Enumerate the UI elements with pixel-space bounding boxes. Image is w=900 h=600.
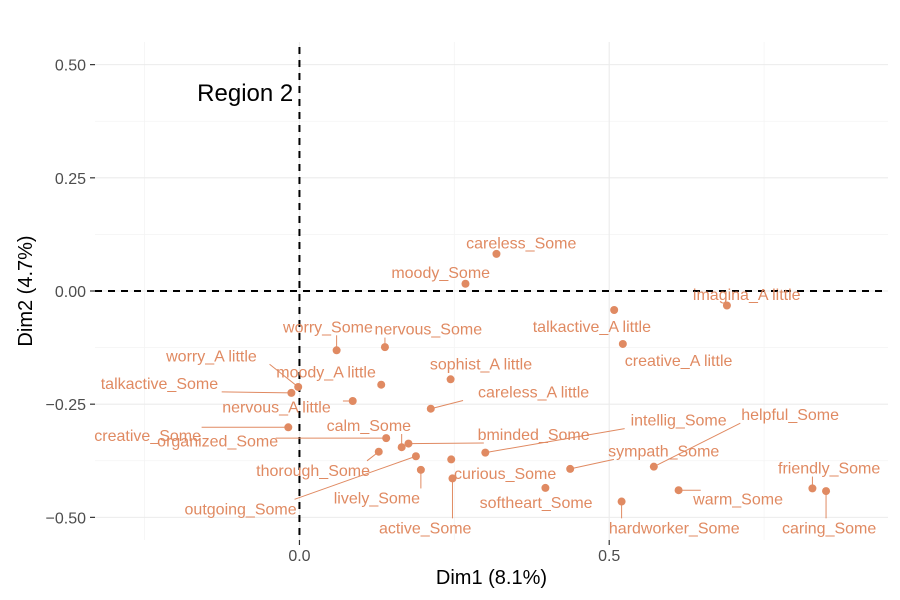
data-point [617, 497, 626, 506]
point-label: outgoing_Some [185, 501, 297, 518]
point-label: bminded_Some [478, 427, 590, 444]
data-point [332, 346, 341, 355]
point-label: nervous_A little [222, 399, 331, 416]
label-leader-line [430, 400, 464, 410]
label-leader-line [653, 422, 741, 468]
data-point [481, 448, 490, 457]
point-label: worry_Some [282, 319, 373, 336]
data-point [446, 375, 455, 384]
point-label: sophist_A little [430, 356, 532, 373]
data-point [461, 279, 470, 288]
point-label: curious_Some [454, 466, 556, 483]
point-label: imagina_A little [693, 287, 801, 304]
data-point [808, 484, 817, 493]
label-leader-lines [201, 335, 827, 519]
data-point [822, 487, 831, 496]
label-leader-line [221, 391, 292, 394]
point-label: creative_Some [94, 428, 201, 445]
data-point [380, 343, 389, 352]
data-point [411, 452, 420, 461]
data-labels: careless_Some moody_Some imagina_A little t… [94, 236, 880, 538]
data-points [284, 249, 831, 506]
data-point [416, 465, 425, 474]
point-label: lively_Some [334, 490, 420, 507]
point-label: moody_Some [391, 265, 490, 282]
label-leader-line [269, 363, 299, 388]
data-point [649, 462, 658, 471]
data-point [348, 397, 357, 406]
point-label: active_Some [379, 520, 472, 537]
data-point [447, 455, 456, 464]
data-point [294, 382, 303, 391]
x-tick-label: 0.0 [288, 548, 310, 565]
point-label: caring_Some [782, 520, 876, 537]
point-label: talkactive_Some [101, 376, 218, 393]
point-label: intellig_Some [631, 413, 727, 430]
point-label: nervous_Some [374, 322, 482, 339]
data-point [382, 434, 391, 443]
data-point [284, 423, 293, 432]
point-label: warm_Some [692, 491, 783, 508]
reference-lines [95, 47, 888, 540]
data-point [426, 404, 435, 413]
label-leader-line [570, 458, 615, 470]
y-tick-label: −0.50 [46, 510, 87, 527]
data-point [404, 439, 413, 448]
data-point [674, 486, 683, 495]
y-axis-title: Dim2 (4.7%) [15, 235, 37, 346]
point-label: friendly_Some [778, 461, 880, 478]
x-tick-label: 0.5 [598, 548, 620, 565]
data-point [722, 301, 731, 310]
data-point [610, 306, 619, 315]
point-label: thorough_Some [256, 463, 370, 480]
point-label: softheart_Some [480, 495, 593, 512]
data-point [492, 249, 501, 258]
data-point [448, 474, 457, 483]
region-annotation: Region 2 [197, 80, 293, 107]
data-point [287, 388, 296, 397]
label-leader-line [294, 455, 417, 500]
axis-ticks: 0.0 0.5 0.50 0.25 0.00 −0.25 −0.50 [46, 58, 621, 565]
y-tick-label: −0.25 [46, 397, 87, 414]
point-label: organized_Some [157, 433, 278, 450]
y-tick-label: 0.25 [55, 171, 86, 188]
data-point [377, 380, 386, 389]
point-label: creative_A little [625, 353, 733, 370]
point-label: hardworker_Some [609, 520, 740, 537]
label-leader-line [485, 428, 625, 454]
x-axis-title: Dim1 (8.1%) [436, 567, 547, 589]
label-leader-line [408, 442, 484, 445]
y-tick-label: 0.00 [55, 284, 86, 301]
data-point [618, 339, 627, 348]
point-label: talkactive_A little [533, 319, 651, 336]
point-label: sympath_Some [608, 443, 719, 460]
point-label: helpful_Some [741, 407, 839, 424]
data-point [541, 483, 550, 492]
y-tick-label: 0.50 [55, 58, 86, 75]
data-point [397, 443, 406, 452]
point-label: careless_A little [478, 385, 589, 402]
data-point [566, 464, 575, 473]
point-label: careless_Some [466, 236, 576, 253]
point-label: moody_A little [276, 365, 376, 382]
point-label: worry_A little [165, 348, 257, 365]
point-label: calm_Some [327, 418, 412, 435]
data-point [374, 447, 383, 456]
